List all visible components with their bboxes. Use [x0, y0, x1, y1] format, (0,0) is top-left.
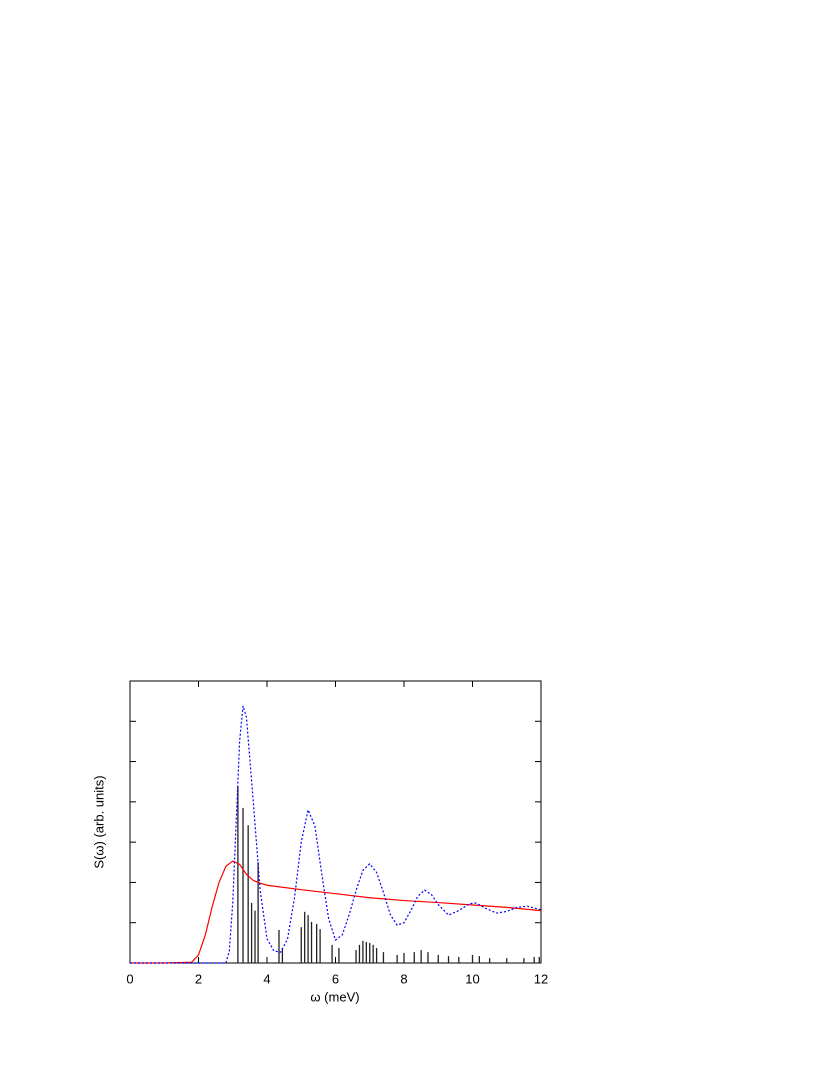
x-axis-label: ω (meV) — [310, 989, 359, 1004]
x-tick-label: 0 — [126, 971, 133, 986]
y-axis-label: S(ω) (arb. units) — [91, 775, 106, 868]
x-tick-label: 4 — [263, 971, 270, 986]
x-tick-label: 8 — [400, 971, 407, 986]
plot-frame — [129, 680, 542, 964]
x-tick-label: 12 — [534, 971, 548, 986]
curve — [130, 860, 542, 964]
curve — [130, 705, 542, 964]
x-tick-label: 10 — [465, 971, 479, 986]
x-tick-label: 6 — [332, 971, 339, 986]
x-tick-label: 2 — [195, 971, 202, 986]
